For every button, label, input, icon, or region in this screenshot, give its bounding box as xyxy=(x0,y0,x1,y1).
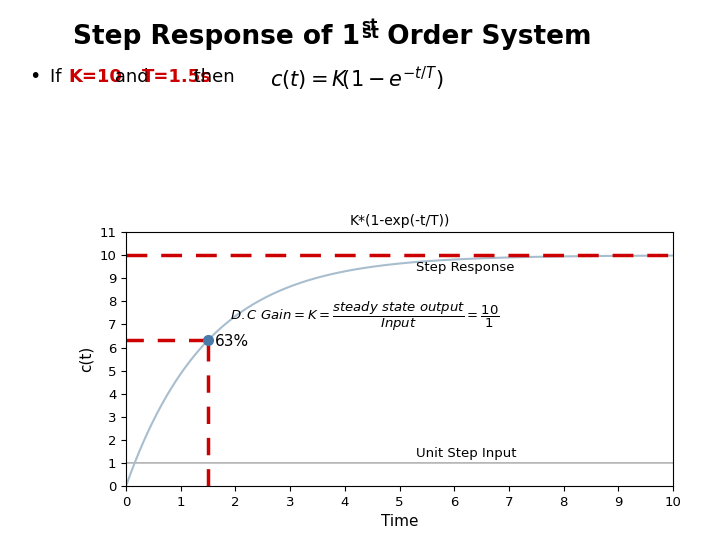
Text: Unit Step Input: Unit Step Input xyxy=(416,447,516,460)
Text: 63%: 63% xyxy=(215,334,249,349)
Text: st: st xyxy=(361,18,378,33)
Text: K=10: K=10 xyxy=(68,68,122,85)
Text: $c(t) = K\!\left(1 - e^{-t/T}\right)$: $c(t) = K\!\left(1 - e^{-t/T}\right)$ xyxy=(270,65,444,93)
Text: If: If xyxy=(50,68,68,85)
Text: Step Response: Step Response xyxy=(416,261,515,274)
Text: st: st xyxy=(361,24,379,42)
Text: and: and xyxy=(109,68,155,85)
X-axis label: Time: Time xyxy=(381,514,418,529)
Text: Step Response of 1: Step Response of 1 xyxy=(73,24,360,50)
Y-axis label: c(t): c(t) xyxy=(78,346,94,372)
Title: K*(1-exp(-t/T)): K*(1-exp(-t/T)) xyxy=(349,214,450,228)
Text: •: • xyxy=(29,68,40,86)
Text: T=1.5s: T=1.5s xyxy=(142,68,212,85)
Text: $D.C\ Gain = K = \dfrac{steady\ state\ output}{Input} = \dfrac{10}{1}$: $D.C\ Gain = K = \dfrac{steady\ state\ o… xyxy=(230,300,500,333)
Text: Order System: Order System xyxy=(378,24,592,50)
Text: then: then xyxy=(188,68,235,85)
